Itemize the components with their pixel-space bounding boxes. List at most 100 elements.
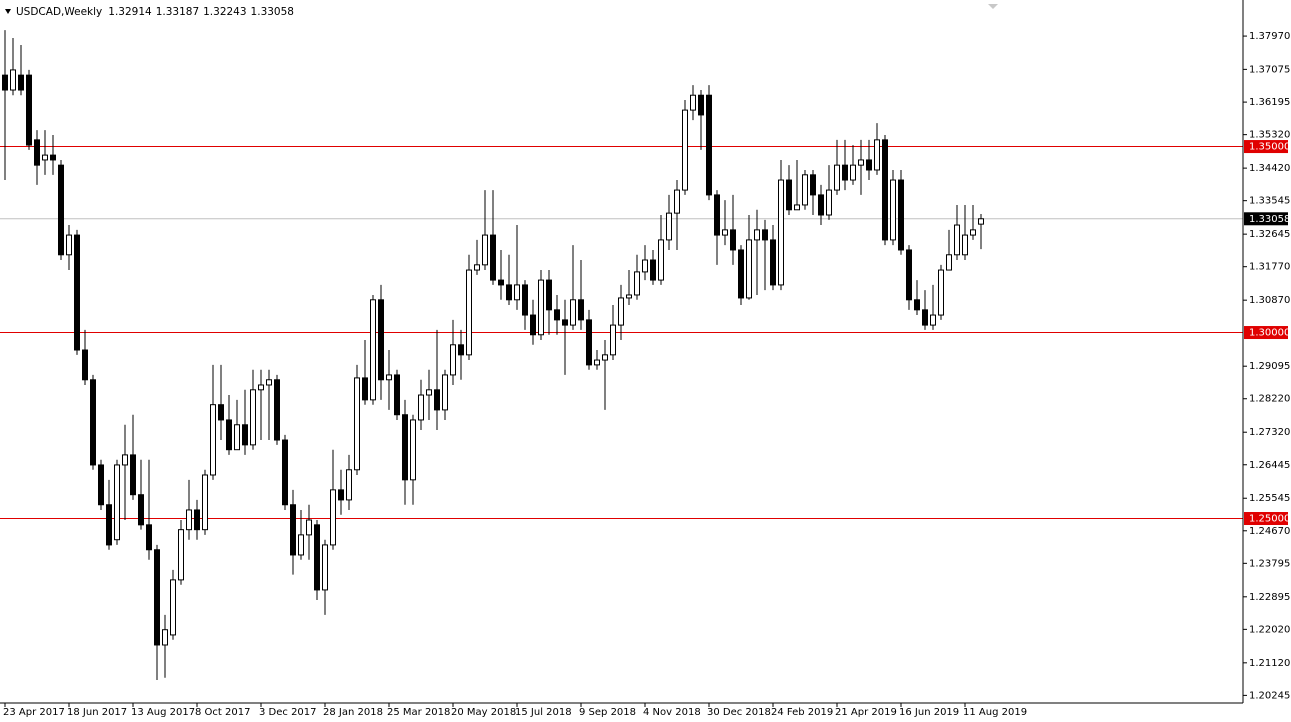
candle-body-up — [674, 189, 680, 214]
candle-body-down — [82, 349, 88, 381]
candle-body-up — [202, 474, 208, 531]
candle-body-down — [18, 74, 24, 91]
candle-body-down — [226, 419, 232, 451]
candle-body-up — [682, 109, 688, 191]
candle-body-up — [946, 254, 952, 271]
candle-body-up — [978, 218, 984, 225]
candle-body-up — [450, 344, 456, 376]
candle-body-up — [834, 164, 840, 191]
x-tick-label: 18 Jun 2017 — [67, 707, 127, 718]
candle-body-down — [282, 439, 288, 506]
candle-body-down — [706, 94, 712, 196]
candle-body-down — [218, 404, 224, 421]
level-label: 1.25000 — [1249, 514, 1290, 525]
candle-body-down — [194, 509, 200, 531]
candle-body-up — [370, 299, 376, 401]
candle-body-up — [962, 234, 968, 256]
candle-body-up — [778, 179, 784, 286]
y-tick-label: 1.27320 — [1249, 427, 1290, 438]
candle-body-up — [418, 394, 424, 421]
open: 1.32914 — [108, 6, 152, 18]
y-tick-label: 1.22020 — [1249, 624, 1290, 635]
candle-body-up — [930, 314, 936, 326]
x-tick-label: 8 Oct 2017 — [195, 707, 250, 718]
x-tick-label: 30 Dec 2018 — [707, 707, 771, 718]
candle-body-up — [690, 94, 696, 111]
candle-body-up — [250, 389, 256, 446]
candle-body-up — [626, 294, 632, 299]
x-tick-label: 13 Aug 2017 — [131, 707, 195, 718]
x-tick-label: 20 May 2018 — [451, 707, 516, 718]
candle-body-up — [10, 69, 16, 91]
symbol: USDCAD,Weekly — [16, 6, 102, 18]
menu-arrow[interactable] — [5, 9, 11, 14]
candle-body-up — [890, 179, 896, 241]
candle-body-up — [298, 534, 304, 556]
low: 1.32243 — [203, 6, 246, 18]
x-tick-label: 28 Jan 2018 — [323, 707, 383, 718]
candle-body-up — [466, 269, 472, 356]
candle-body-down — [314, 524, 320, 591]
candle-body-down — [154, 549, 160, 646]
candle-body-down — [530, 314, 536, 336]
candle-body-down — [578, 299, 584, 321]
y-tick-label: 1.32645 — [1249, 229, 1290, 240]
candle-body-up — [234, 424, 240, 451]
y-tick-label: 1.24670 — [1249, 526, 1290, 537]
candle-body-down — [490, 234, 496, 281]
candle-body-up — [322, 544, 328, 591]
y-tick-label: 1.37970 — [1249, 31, 1290, 42]
scroll-arrow[interactable] — [988, 4, 998, 9]
candle-body-down — [338, 489, 344, 501]
candle-body-up — [666, 212, 672, 241]
y-tick-label: 1.23795 — [1249, 558, 1290, 569]
candle-body-up — [594, 359, 600, 366]
candle-body-up — [346, 469, 352, 501]
candle-body-up — [634, 271, 640, 296]
candle-body-down — [434, 389, 440, 411]
y-tick-label: 1.28220 — [1249, 394, 1290, 405]
level-tag — [1244, 140, 1288, 154]
candle-body-up — [874, 139, 880, 171]
candle-body-up — [386, 374, 392, 381]
candle-body-down — [786, 179, 792, 211]
candle-body-down — [586, 319, 592, 366]
candle-body-down — [402, 414, 408, 481]
candle-body-down — [458, 344, 464, 356]
candle-body-up — [570, 299, 576, 326]
x-tick-label: 4 Nov 2018 — [643, 707, 701, 718]
candle-body-down — [898, 179, 904, 251]
y-tick-label: 1.22895 — [1249, 592, 1290, 603]
candle-body-up — [618, 297, 624, 326]
candle-body-down — [730, 229, 736, 251]
y-tick-label: 1.36195 — [1249, 97, 1290, 108]
candle-body-down — [818, 194, 824, 216]
candle-body-up — [826, 189, 832, 216]
candle-body-down — [554, 309, 560, 321]
x-tick-label: 15 Jul 2018 — [515, 707, 572, 718]
x-tick-label: 3 Dec 2017 — [259, 707, 317, 718]
candle-body-up — [794, 204, 800, 211]
candle-body-up — [114, 464, 120, 541]
candle-body-up — [722, 229, 728, 236]
y-tick-label: 1.33545 — [1249, 196, 1290, 207]
candle-body-down — [274, 379, 280, 441]
candle-body-up — [850, 164, 856, 181]
candle-body-down — [506, 284, 512, 301]
candle-body-up — [354, 377, 360, 471]
candle-body-up — [122, 454, 128, 466]
candle-body-up — [170, 579, 176, 636]
candle-body-up — [162, 629, 168, 646]
candle-body-down — [242, 424, 248, 446]
x-tick-label: 9 Sep 2018 — [579, 707, 636, 718]
candle-body-up — [746, 239, 752, 299]
candle-body-up — [186, 509, 192, 531]
candle-body-down — [906, 249, 912, 301]
candle-body-up — [210, 404, 216, 476]
level-tag — [1244, 512, 1288, 526]
x-tick-label: 25 Mar 2018 — [387, 707, 450, 718]
candle-body-down — [290, 504, 296, 556]
y-tick-label: 1.26445 — [1249, 460, 1290, 471]
candle-body-down — [914, 299, 920, 311]
